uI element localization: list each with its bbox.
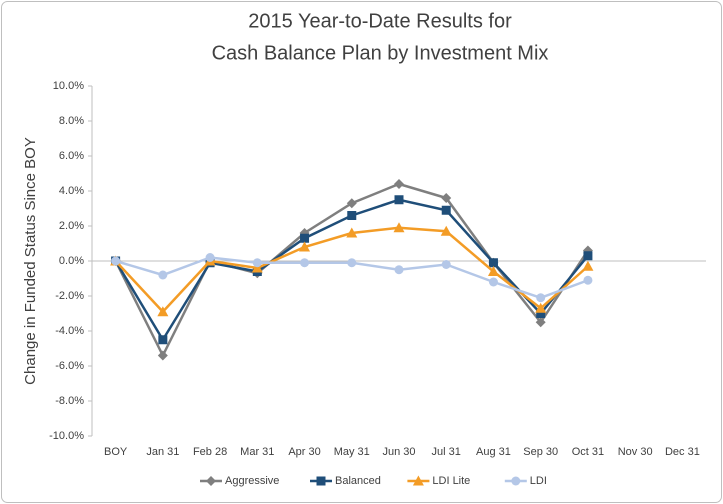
marker <box>158 335 168 345</box>
marker <box>441 205 451 215</box>
marker <box>347 258 357 268</box>
legend-marker <box>316 476 326 486</box>
x-tick-label: Jul 31 <box>432 446 461 458</box>
marker <box>487 266 499 276</box>
x-tick-label: Feb 28 <box>193 446 227 458</box>
marker <box>488 258 498 268</box>
legend-marker <box>206 476 216 486</box>
marker <box>394 195 404 205</box>
marker <box>440 225 452 236</box>
x-tick-label: Apr 30 <box>288 446 320 458</box>
x-tick-label: Jan 31 <box>146 446 179 458</box>
marker <box>536 309 546 318</box>
x-tick-label: Aug 31 <box>476 446 511 458</box>
x-tick-label: Dec 31 <box>665 446 700 458</box>
legend-marker <box>412 475 424 486</box>
marker <box>582 260 594 271</box>
x-tick-label: Oct 31 <box>572 446 604 458</box>
marker <box>299 241 311 252</box>
marker <box>535 302 547 313</box>
y-tick-label: 2.0% <box>59 220 84 232</box>
legend-label: LDI Lite <box>432 475 470 487</box>
marker <box>441 193 452 203</box>
chart-title: 2015 Year-to-Date Results for <box>248 10 512 32</box>
x-tick-label: Jun 30 <box>382 446 415 458</box>
marker <box>583 251 593 261</box>
legend-label: LDI <box>530 475 547 487</box>
marker <box>488 277 498 287</box>
marker <box>346 227 358 238</box>
marker <box>252 258 262 268</box>
marker <box>347 211 357 220</box>
y-tick-label: -10.0% <box>49 430 84 442</box>
marker <box>394 265 404 275</box>
y-tick-label: -2.0% <box>55 290 84 302</box>
legend-label: Balanced <box>335 475 381 487</box>
legend-label: Aggressive <box>225 475 279 487</box>
x-tick-label: Mar 31 <box>240 446 274 458</box>
marker <box>157 306 169 317</box>
y-axis-label: Change in Funded Status Since BOY <box>22 137 39 385</box>
y-tick-label: 8.0% <box>59 115 84 127</box>
marker <box>441 260 451 269</box>
chart-title: Cash Balance Plan by Investment Mix <box>212 42 549 64</box>
x-tick-label: Nov 30 <box>618 446 653 458</box>
marker <box>535 317 546 328</box>
x-tick-label: May 31 <box>334 446 370 458</box>
y-tick-label: 0.0% <box>59 255 84 267</box>
y-tick-label: 4.0% <box>59 185 84 197</box>
legend-marker <box>511 476 521 486</box>
y-tick-label: 6.0% <box>59 150 84 162</box>
x-tick-label: BOY <box>104 446 128 458</box>
marker <box>583 275 593 285</box>
y-tick-label: -6.0% <box>55 360 84 372</box>
marker <box>251 262 263 273</box>
marker <box>158 270 168 280</box>
y-tick-label: -8.0% <box>55 395 84 407</box>
marker <box>536 293 546 303</box>
marker <box>394 179 404 189</box>
marker <box>393 222 405 233</box>
marker <box>111 256 121 266</box>
marker <box>205 253 215 262</box>
y-tick-label: 10.0% <box>53 80 84 92</box>
marker <box>157 350 168 361</box>
x-tick-label: Sep 30 <box>523 446 558 458</box>
y-tick-label: -4.0% <box>55 325 84 337</box>
marker <box>300 258 310 268</box>
marker <box>300 233 310 243</box>
marker <box>346 198 357 209</box>
